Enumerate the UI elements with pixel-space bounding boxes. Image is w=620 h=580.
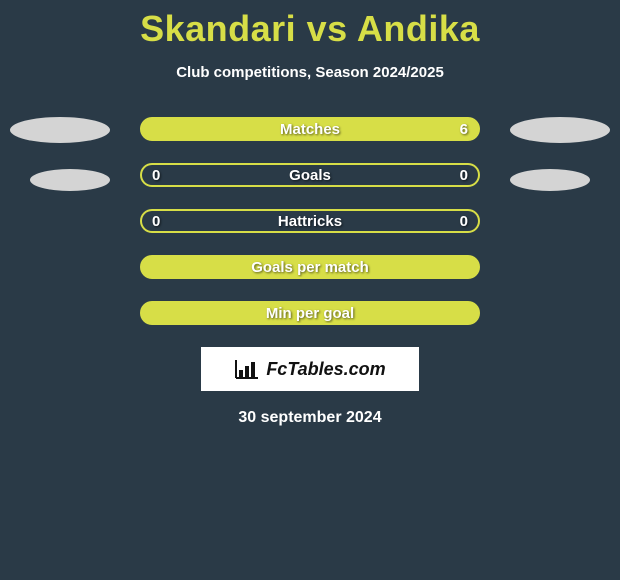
team-badge-left-placeholder <box>30 169 110 191</box>
stat-value-right: 6 <box>450 119 478 139</box>
team-badge-right-placeholder <box>510 169 590 191</box>
stat-value-right <box>458 303 478 323</box>
stat-label: Matches <box>142 119 478 139</box>
stats-area: Matches 6 0 Goals 0 0 Hattricks 0 Goals … <box>0 117 620 325</box>
site-logo[interactable]: FcTables.com <box>201 347 419 391</box>
stat-label: Min per goal <box>142 303 478 323</box>
stat-label: Goals <box>142 165 478 185</box>
stat-row-goals-per-match: Goals per match <box>140 255 480 279</box>
date-label: 30 september 2024 <box>0 409 620 427</box>
stat-row-goals: 0 Goals 0 <box>140 163 480 187</box>
stat-row-matches: Matches 6 <box>140 117 480 141</box>
bar-chart-icon <box>234 358 260 380</box>
player-photo-left-placeholder <box>10 117 110 143</box>
stat-value-right: 0 <box>450 165 478 185</box>
subtitle: Club competitions, Season 2024/2025 <box>0 64 620 81</box>
stat-value-right <box>458 257 478 277</box>
stat-row-min-per-goal: Min per goal <box>140 301 480 325</box>
stat-value-right: 0 <box>450 211 478 231</box>
stat-label: Goals per match <box>142 257 478 277</box>
stat-row-hattricks: 0 Hattricks 0 <box>140 209 480 233</box>
page-title: Skandari vs Andika <box>0 0 620 50</box>
stat-label: Hattricks <box>142 211 478 231</box>
stat-bars: Matches 6 0 Goals 0 0 Hattricks 0 Goals … <box>140 117 480 325</box>
player-photo-right-placeholder <box>510 117 610 143</box>
logo-text: FcTables.com <box>266 359 385 380</box>
